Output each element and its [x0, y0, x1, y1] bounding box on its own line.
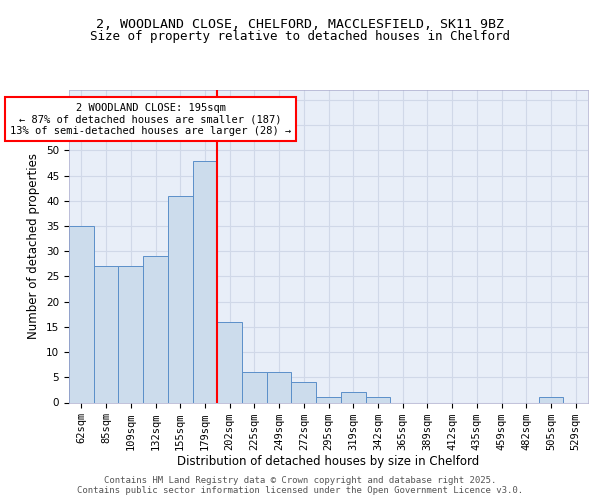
Y-axis label: Number of detached properties: Number of detached properties [28, 153, 40, 339]
Bar [143, 256, 168, 402]
Bar [94, 266, 118, 402]
Bar [341, 392, 365, 402]
Bar [69, 226, 94, 402]
Text: 2 WOODLAND CLOSE: 195sqm
← 87% of detached houses are smaller (187)
13% of semi-: 2 WOODLAND CLOSE: 195sqm ← 87% of detach… [10, 102, 291, 136]
Bar [316, 398, 341, 402]
Bar [118, 266, 143, 402]
Bar [292, 382, 316, 402]
Bar [217, 322, 242, 402]
Text: 2, WOODLAND CLOSE, CHELFORD, MACCLESFIELD, SK11 9BZ: 2, WOODLAND CLOSE, CHELFORD, MACCLESFIEL… [96, 18, 504, 30]
Bar [267, 372, 292, 402]
Bar [242, 372, 267, 402]
Bar [193, 160, 217, 402]
X-axis label: Distribution of detached houses by size in Chelford: Distribution of detached houses by size … [178, 456, 479, 468]
Text: Size of property relative to detached houses in Chelford: Size of property relative to detached ho… [90, 30, 510, 43]
Bar [365, 398, 390, 402]
Text: Contains HM Land Registry data © Crown copyright and database right 2025.
Contai: Contains HM Land Registry data © Crown c… [77, 476, 523, 495]
Bar [539, 398, 563, 402]
Bar [168, 196, 193, 402]
